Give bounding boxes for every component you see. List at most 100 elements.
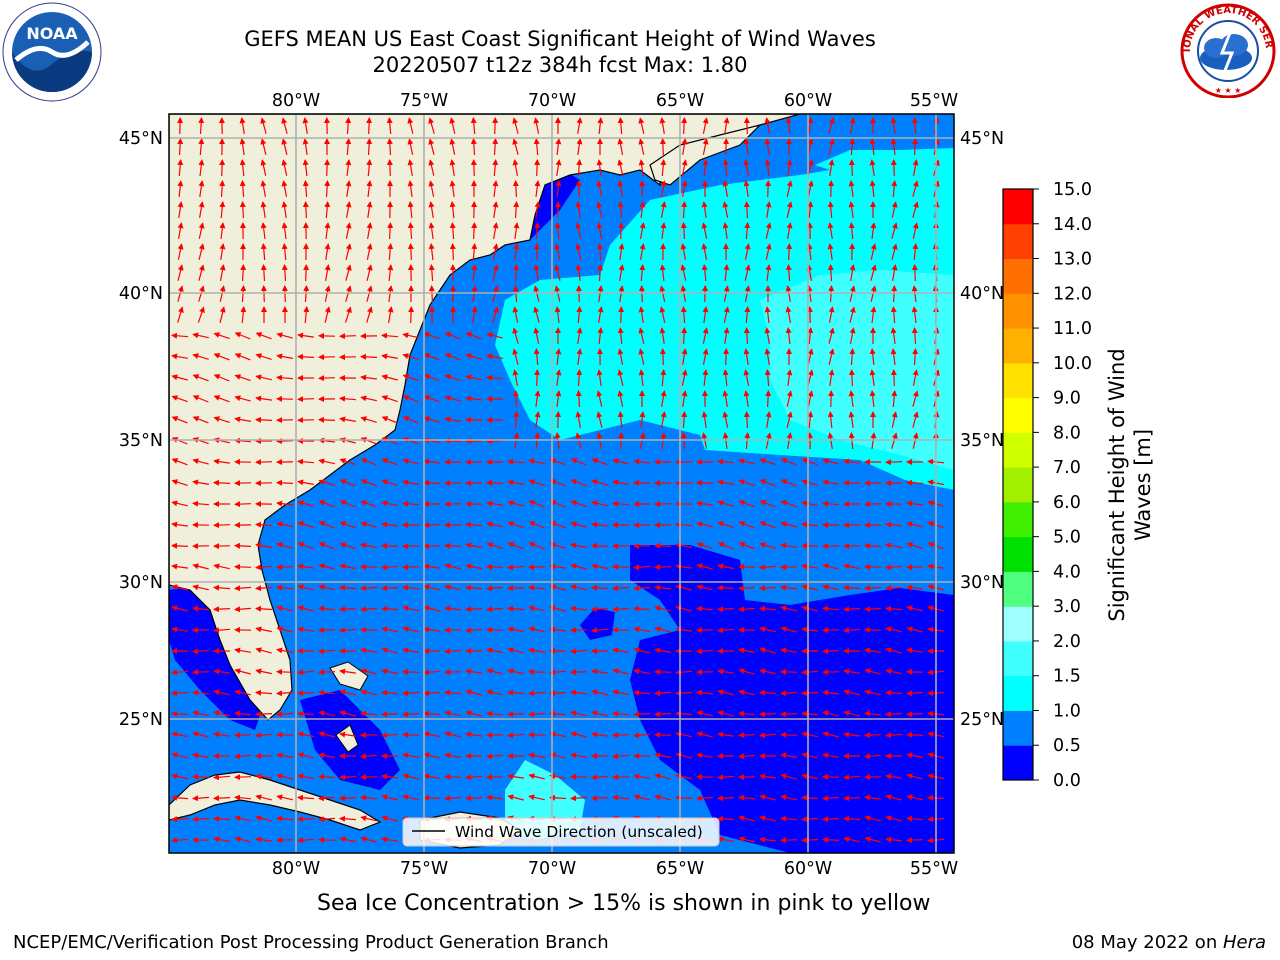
colorbar-tick-label: 12.0 xyxy=(1053,284,1092,304)
wave-direction-arrow xyxy=(318,795,336,802)
wave-direction-arrow xyxy=(638,138,645,155)
wave-direction-arrow xyxy=(492,306,499,323)
wave-direction-arrow xyxy=(486,521,503,528)
wave-direction-arrow xyxy=(339,606,357,613)
wave-direction-arrow xyxy=(360,794,378,801)
wave-direction-arrow xyxy=(471,243,478,261)
wave-direction-arrow xyxy=(198,264,205,281)
wave-direction-arrow xyxy=(891,180,898,198)
wave-direction-arrow xyxy=(276,647,294,654)
wave-direction-arrow xyxy=(639,201,646,218)
wave-direction-arrow xyxy=(423,563,440,570)
wave-direction-arrow xyxy=(555,159,562,176)
wave-direction-arrow xyxy=(849,117,856,134)
wave-direction-arrow xyxy=(612,753,630,760)
wave-direction-arrow xyxy=(570,648,588,655)
colorbar-title-line1: Significant Height of Wind xyxy=(1105,348,1129,621)
bottom-lon-label: 75°W xyxy=(400,859,448,879)
wave-direction-arrow xyxy=(239,138,246,155)
wave-direction-arrow xyxy=(444,648,462,655)
wave-direction-arrow xyxy=(764,327,771,345)
wave-direction-arrow xyxy=(360,500,377,508)
wave-direction-arrow xyxy=(513,222,520,239)
left-lat-label: 35°N xyxy=(119,431,163,451)
wave-direction-arrow xyxy=(612,626,630,633)
wave-direction-arrow xyxy=(780,711,798,718)
wave-direction-arrow xyxy=(885,564,903,571)
wave-direction-arrow xyxy=(654,584,672,591)
wave-direction-arrow xyxy=(617,369,624,386)
wave-direction-arrow xyxy=(906,479,924,486)
wave-direction-arrow xyxy=(255,332,272,340)
wave-direction-arrow xyxy=(807,327,814,345)
wave-direction-arrow xyxy=(528,584,546,591)
wave-direction-arrow xyxy=(801,710,819,717)
wave-direction-arrow xyxy=(239,201,246,219)
wave-direction-arrow xyxy=(659,327,666,344)
wave-direction-arrow xyxy=(507,458,525,465)
wave-direction-arrow xyxy=(696,605,714,612)
wave-direction-arrow xyxy=(596,180,603,197)
left-lat-label: 40°N xyxy=(119,284,163,304)
wave-direction-arrow xyxy=(696,479,714,486)
wave-direction-arrow xyxy=(171,773,188,780)
wave-direction-arrow xyxy=(324,201,331,219)
wave-direction-arrow xyxy=(570,584,587,591)
wave-direction-arrow xyxy=(801,542,819,549)
wave-direction-arrow xyxy=(717,521,734,529)
wave-direction-arrow xyxy=(681,201,688,219)
wave-direction-arrow xyxy=(654,690,672,697)
wave-direction-arrow xyxy=(801,794,819,801)
wave-direction-arrow xyxy=(345,180,352,197)
wave-direction-arrow xyxy=(177,243,184,260)
wave-direction-arrow xyxy=(570,605,588,612)
wave-direction-arrow xyxy=(402,564,420,571)
wave-direction-arrow xyxy=(675,459,693,466)
wave-direction-arrow xyxy=(906,605,923,612)
wave-direction-arrow xyxy=(591,521,608,528)
wave-direction-arrow xyxy=(381,521,398,528)
wave-direction-arrow xyxy=(381,605,399,612)
wave-direction-arrow xyxy=(591,710,608,717)
left-lat-label: 45°N xyxy=(119,129,163,149)
wave-direction-arrow xyxy=(759,647,776,654)
wave-direction-arrow xyxy=(297,396,315,403)
wave-direction-arrow xyxy=(234,563,252,570)
wave-direction-arrow xyxy=(281,180,288,198)
wave-direction-arrow xyxy=(255,689,273,696)
wave-direction-arrow xyxy=(528,458,545,465)
wave-direction-arrow xyxy=(423,773,440,780)
wave-direction-arrow xyxy=(260,222,267,239)
wave-direction-arrow xyxy=(303,285,310,303)
wave-direction-arrow xyxy=(428,138,435,155)
wave-direction-arrow xyxy=(444,416,462,423)
wave-direction-arrow xyxy=(570,689,588,696)
wave-direction-arrow xyxy=(675,773,692,780)
noaa-logo-text: NOAA xyxy=(26,24,78,43)
bottom-lon-label: 80°W xyxy=(272,859,320,879)
wave-direction-arrow xyxy=(675,626,692,633)
wave-direction-arrow xyxy=(576,327,583,344)
wave-direction-arrow xyxy=(450,306,457,324)
wave-direction-arrow xyxy=(360,710,378,717)
wave-direction-arrow xyxy=(885,605,903,612)
wave-direction-arrow xyxy=(843,731,860,738)
wave-direction-arrow xyxy=(675,563,692,570)
wave-direction-arrow xyxy=(255,353,272,360)
wave-direction-arrow xyxy=(486,438,504,445)
wave-direction-arrow xyxy=(597,285,604,302)
wave-direction-arrow xyxy=(297,773,314,780)
wave-direction-arrow xyxy=(738,521,755,529)
wave-direction-arrow xyxy=(465,795,483,802)
wave-direction-arrow xyxy=(575,243,582,260)
wave-direction-arrow xyxy=(849,327,856,345)
wave-direction-arrow xyxy=(617,117,624,135)
wave-direction-arrow xyxy=(654,752,672,759)
wave-direction-arrow xyxy=(423,794,441,801)
wave-direction-arrow xyxy=(912,369,919,387)
wave-direction-arrow xyxy=(318,605,336,612)
wave-direction-arrow xyxy=(465,731,482,738)
wave-direction-arrow xyxy=(591,689,608,696)
colorbar-swatch xyxy=(1003,536,1033,572)
wave-direction-arrow xyxy=(885,732,903,739)
